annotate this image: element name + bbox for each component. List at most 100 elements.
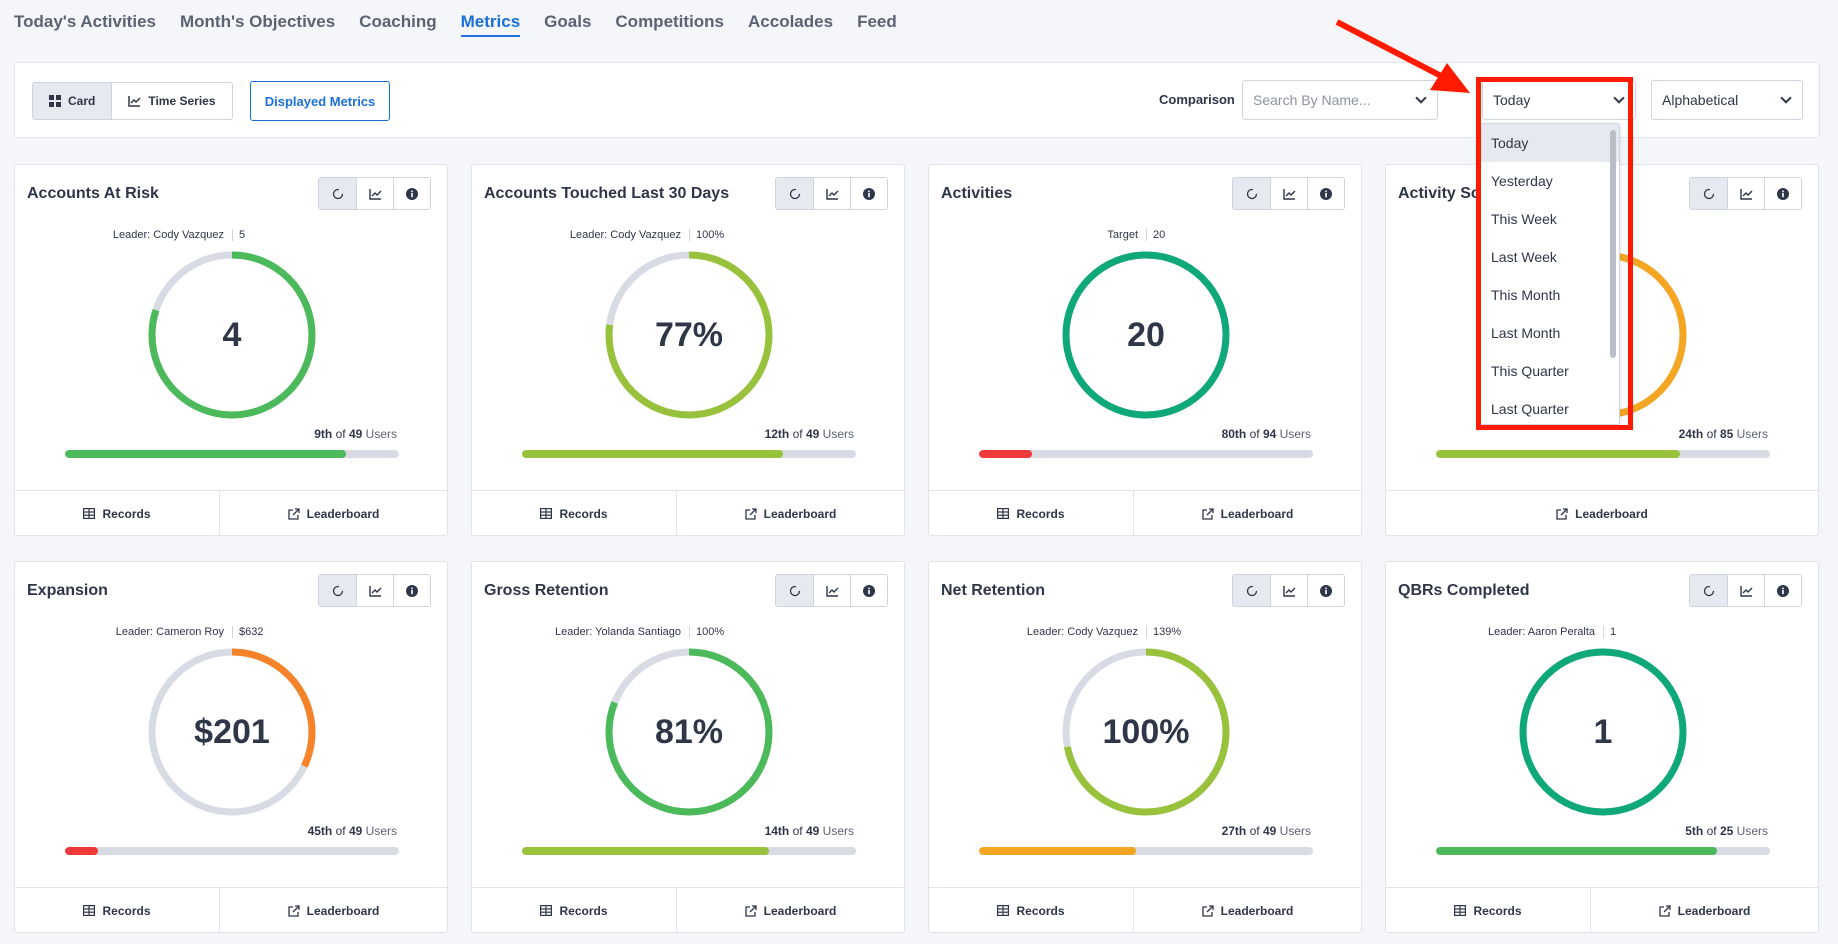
metric-value: 20 [1127, 315, 1165, 354]
dropdown-option-this-month[interactable]: This Month [1491, 287, 1561, 303]
gauge-view-button[interactable] [319, 575, 356, 606]
gauge-view-button[interactable] [319, 178, 356, 209]
dropdown-option-this-week[interactable]: This Week [1491, 211, 1557, 227]
records-button[interactable]: Records [472, 888, 677, 933]
leaderboard-button[interactable]: Leaderboard [1134, 491, 1361, 536]
nav-item-month-s-objectives[interactable]: Month's Objectives [179, 12, 336, 31]
grid-icon [49, 95, 61, 107]
sort-select-value: Alphabetical [1662, 92, 1739, 108]
leaderboard-button[interactable]: Leaderboard [1591, 888, 1818, 933]
rank-position: 80th [1221, 427, 1247, 441]
nav-item-coaching[interactable]: Coaching [359, 12, 437, 31]
leaderboard-button[interactable]: Leaderboard [677, 491, 904, 536]
trend-view-button[interactable] [1270, 178, 1307, 209]
gauge-arc [148, 251, 316, 419]
info-icon [1320, 584, 1332, 597]
gauge-view-button[interactable] [776, 575, 813, 606]
rank-total: 49 [1262, 824, 1277, 838]
table-icon [83, 905, 96, 916]
rank-total: 49 [805, 824, 820, 838]
info-button[interactable] [393, 178, 430, 209]
rank-position: 12th [764, 427, 790, 441]
gauge-arc [148, 648, 316, 816]
dropdown-option-today[interactable]: Today [1481, 124, 1619, 162]
leaderboard-label: Leaderboard [763, 903, 837, 918]
rank-position: 45th [307, 824, 333, 838]
trend-view-button[interactable] [1727, 178, 1764, 209]
info-button[interactable] [393, 575, 430, 606]
nav-item-goals[interactable]: Goals [544, 12, 592, 31]
gauge-icon [789, 585, 800, 596]
rank-of: of [1249, 824, 1260, 838]
rank-progress-bar [522, 847, 856, 855]
table-icon [997, 508, 1010, 519]
nav-item-accolades[interactable]: Accolades [748, 12, 834, 31]
chevron-down-icon [1780, 92, 1792, 104]
records-button[interactable]: Records [15, 888, 220, 933]
records-button[interactable]: Records [929, 888, 1134, 933]
info-button[interactable] [1307, 575, 1344, 606]
nav-item-competitions[interactable]: Competitions [615, 12, 725, 31]
info-button[interactable] [1764, 575, 1801, 606]
comparison-search-select[interactable]: Search By Name... [1242, 80, 1438, 120]
card-view-tools [775, 177, 888, 210]
records-button[interactable]: Records [1386, 888, 1591, 933]
records-label: Records [559, 903, 608, 918]
card-view-button[interactable]: Card [33, 83, 112, 119]
timeseries-view-button[interactable]: Time Series [111, 83, 232, 119]
leaderboard-button[interactable]: Leaderboard [1134, 888, 1361, 933]
records-button[interactable]: Records [929, 491, 1134, 536]
info-icon [1777, 584, 1789, 597]
info-button[interactable] [1764, 178, 1801, 209]
gauge-view-button[interactable] [1690, 575, 1727, 606]
line-chart-icon [128, 96, 141, 107]
trend-view-button[interactable] [813, 575, 850, 606]
info-button[interactable] [850, 178, 887, 209]
dropdown-option-yesterday[interactable]: Yesterday [1491, 173, 1553, 189]
rank-of: of [792, 427, 803, 441]
rank-of: of [1706, 427, 1717, 441]
dropdown-option-this-quarter[interactable]: This Quarter [1491, 363, 1569, 379]
leaderboard-button[interactable]: Leaderboard [220, 491, 447, 536]
info-button[interactable] [1307, 178, 1344, 209]
leader-value: 139% [1146, 626, 1181, 638]
records-button[interactable]: Records [472, 491, 677, 536]
sort-select[interactable]: Alphabetical [1651, 80, 1803, 120]
gauge-view-button[interactable] [1690, 178, 1727, 209]
table-icon [83, 508, 96, 519]
annotation-highlight-box [1476, 77, 1633, 430]
trend-view-button[interactable] [356, 575, 393, 606]
leaderboard-button[interactable]: Leaderboard [220, 888, 447, 933]
nav-item-today-s-activities[interactable]: Today's Activities [14, 12, 156, 31]
trend-view-button[interactable] [356, 178, 393, 209]
trend-view-button[interactable] [813, 178, 850, 209]
dropdown-option-last-month[interactable]: Last Month [1491, 325, 1561, 341]
dropdown-option-last-quarter[interactable]: Last Quarter [1491, 401, 1569, 417]
trend-view-button[interactable] [1270, 575, 1307, 606]
gauge-view-button[interactable] [1233, 575, 1270, 606]
dropdown-option-last-week[interactable]: Last Week [1491, 249, 1557, 265]
displayed-metrics-button[interactable]: Displayed Metrics [250, 81, 390, 121]
records-button[interactable]: Records [15, 491, 220, 536]
metric-title: Accounts At Risk [27, 185, 159, 202]
trend-view-button[interactable] [1727, 575, 1764, 606]
rank-progress-bar [979, 450, 1313, 458]
gauge-view-button[interactable] [1233, 178, 1270, 209]
metric-gauge: 20 [1056, 245, 1236, 425]
gauge-view-button[interactable] [776, 178, 813, 209]
nav-item-feed[interactable]: Feed [857, 12, 897, 31]
leaderboard-label: Leaderboard [306, 506, 380, 521]
external-link-icon [1202, 904, 1214, 917]
info-icon [406, 187, 418, 200]
metric-gauge: 81% [599, 642, 779, 822]
rank-progress-bar [65, 450, 399, 458]
leaderboard-button[interactable]: Leaderboard [1386, 491, 1818, 536]
leaderboard-button[interactable]: Leaderboard [677, 888, 904, 933]
period-select[interactable]: Today [1482, 80, 1636, 120]
rank-of: of [792, 824, 803, 838]
dropdown-scrollbar[interactable] [1610, 130, 1616, 358]
nav-item-metrics[interactable]: Metrics [460, 12, 521, 37]
info-button[interactable] [850, 575, 887, 606]
card-footer: Records Leaderboard [472, 887, 904, 933]
metric-title: Activity Sc [1398, 185, 1480, 202]
